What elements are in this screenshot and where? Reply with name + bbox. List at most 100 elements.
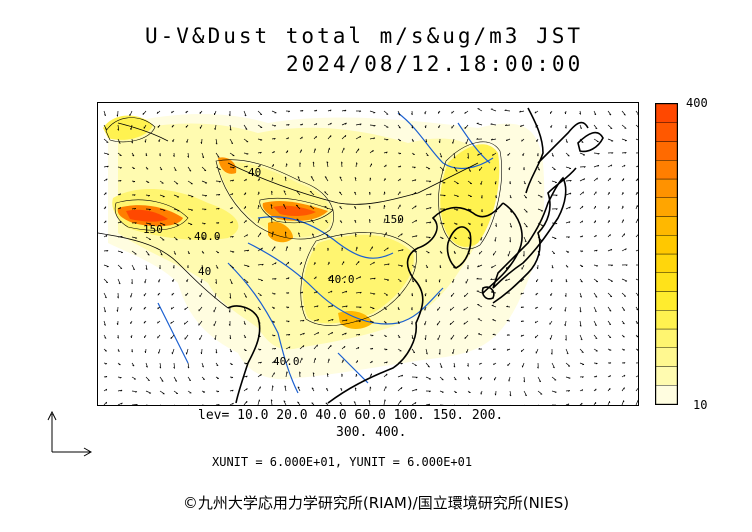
color-bar-segment [655, 141, 678, 161]
wind-vector-head [567, 236, 570, 239]
wind-vector [635, 399, 638, 405]
wind-vector-head [326, 161, 329, 164]
wind-vector [439, 166, 445, 171]
color-bar [655, 103, 678, 405]
wind-vector-head [354, 206, 357, 208]
wind-vector [213, 320, 217, 327]
wind-vector [477, 108, 483, 112]
wind-vector-head [172, 266, 175, 269]
wind-vector [621, 138, 627, 141]
wind-vector [464, 334, 469, 340]
wind-vector [243, 249, 249, 252]
wind-vector [551, 376, 557, 381]
wind-vector-head [401, 233, 403, 236]
wind-vector [635, 110, 638, 115]
wind-vector-head [273, 293, 276, 295]
wind-vector-head [270, 399, 273, 402]
wind-vector-head [345, 305, 348, 308]
wind-vector-head [121, 402, 123, 405]
wind-vector-head [452, 352, 454, 354]
wind-vector-head [204, 169, 207, 172]
wind-vector [341, 290, 348, 294]
wind-vector-head [217, 156, 220, 158]
wind-vector-head [524, 240, 527, 243]
wind-vector [383, 278, 389, 281]
wind-vector-head [354, 191, 357, 194]
wind-vector-head [538, 168, 540, 171]
wind-vector-head [536, 154, 539, 157]
wind-vector-head [535, 293, 537, 296]
wind-vector [229, 138, 234, 144]
wind-vector-head [302, 319, 305, 322]
wind-vector-head [359, 306, 362, 309]
wind-vector [271, 360, 276, 364]
wind-vector [271, 231, 274, 238]
wind-vector [607, 164, 613, 168]
wind-vector [477, 304, 483, 308]
wind-vector [173, 236, 178, 241]
wind-vector [452, 138, 455, 144]
wind-vector-head [453, 156, 456, 159]
wind-vector-head [288, 334, 291, 336]
wind-vector-head [467, 364, 469, 367]
wind-vector [187, 222, 193, 225]
wind-vector-head [116, 114, 118, 117]
wind-vector-head [205, 195, 208, 197]
wind-vector [243, 306, 247, 312]
wind-vector [355, 123, 362, 126]
wind-vector-head [424, 338, 426, 341]
wind-vector [257, 386, 261, 392]
chart-title: U-V&Dust total m/s&ug/m3 JST [145, 24, 584, 48]
wind-vector-head [103, 324, 106, 326]
wind-vector [635, 138, 638, 141]
wind-vector [327, 147, 330, 154]
wind-vector [593, 152, 600, 154]
wind-vector-head [274, 348, 277, 350]
wind-vector-head [148, 209, 151, 211]
wind-vector [117, 402, 123, 405]
wind-vector [383, 110, 389, 115]
wind-vector-head [550, 140, 553, 143]
wind-vector-head [359, 123, 362, 126]
wind-vector-head [582, 191, 584, 194]
wind-vector-head [258, 191, 260, 194]
wind-vector [243, 138, 249, 143]
wind-vector [411, 219, 417, 224]
wind-vector-head [133, 181, 136, 183]
wind-vector [436, 320, 441, 326]
wind-vector-head [232, 179, 235, 182]
levels-line2: 300. 400. [336, 425, 407, 440]
wind-vector [257, 399, 260, 405]
wind-vector-head [369, 386, 372, 389]
wind-vector [510, 404, 511, 405]
wind-vector [327, 358, 330, 364]
wind-vector-head [105, 388, 108, 391]
wind-vector-head [439, 266, 442, 269]
wind-vector-head [273, 335, 276, 337]
wind-vector [593, 124, 598, 130]
wind-vector [537, 208, 544, 212]
wind-vector-head [398, 336, 401, 338]
wind-vector-head [510, 225, 512, 228]
wind-vector-head [401, 374, 404, 377]
wind-vector-head [232, 167, 235, 169]
wind-vector [117, 124, 120, 131]
wind-vector [117, 250, 123, 253]
wind-vector-head [580, 281, 583, 283]
wind-vector-head [274, 360, 277, 363]
wind-vector-head [579, 295, 582, 298]
wind-vector [327, 305, 334, 308]
wind-vector-head [296, 218, 299, 221]
wind-vector-head [157, 307, 159, 310]
wind-vector [425, 207, 432, 210]
wind-vector-head [579, 324, 582, 327]
wind-vectors [103, 108, 638, 405]
wind-vector-head [504, 109, 507, 111]
wind-vector-head [245, 363, 248, 365]
wind-vector-head [104, 114, 106, 116]
wind-vector-head [424, 294, 426, 297]
wind-vector [397, 264, 403, 267]
wind-vector [453, 208, 459, 211]
wind-vector-head [579, 310, 582, 313]
wind-vector [635, 234, 638, 238]
